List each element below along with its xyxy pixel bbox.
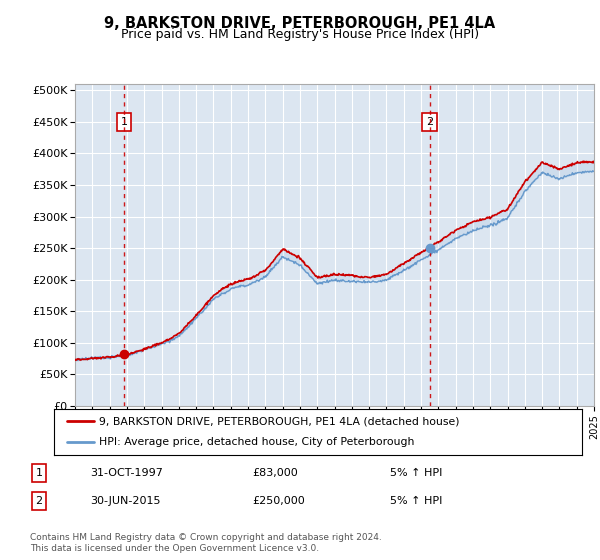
- Text: £250,000: £250,000: [252, 496, 305, 506]
- Text: 2: 2: [35, 496, 43, 506]
- Text: 1: 1: [121, 117, 127, 127]
- Text: 5% ↑ HPI: 5% ↑ HPI: [390, 468, 442, 478]
- Text: Price paid vs. HM Land Registry's House Price Index (HPI): Price paid vs. HM Land Registry's House …: [121, 28, 479, 41]
- Text: 31-OCT-1997: 31-OCT-1997: [90, 468, 163, 478]
- Text: 5% ↑ HPI: 5% ↑ HPI: [390, 496, 442, 506]
- Text: 9, BARKSTON DRIVE, PETERBOROUGH, PE1 4LA: 9, BARKSTON DRIVE, PETERBOROUGH, PE1 4LA: [104, 16, 496, 31]
- Text: Contains HM Land Registry data © Crown copyright and database right 2024.
This d: Contains HM Land Registry data © Crown c…: [30, 533, 382, 553]
- Text: £83,000: £83,000: [252, 468, 298, 478]
- Text: 2: 2: [426, 117, 433, 127]
- Text: 9, BARKSTON DRIVE, PETERBOROUGH, PE1 4LA (detached house): 9, BARKSTON DRIVE, PETERBOROUGH, PE1 4LA…: [99, 416, 460, 426]
- Text: HPI: Average price, detached house, City of Peterborough: HPI: Average price, detached house, City…: [99, 437, 414, 447]
- Text: 1: 1: [35, 468, 43, 478]
- Text: 30-JUN-2015: 30-JUN-2015: [90, 496, 161, 506]
